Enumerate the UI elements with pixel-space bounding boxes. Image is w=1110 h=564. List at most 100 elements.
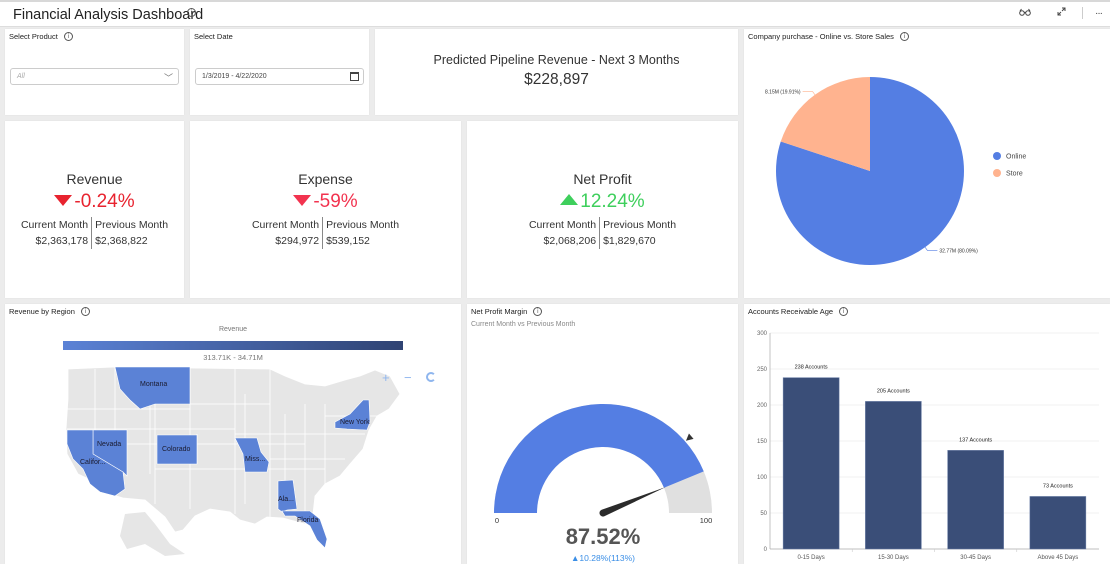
- date-range-input[interactable]: 1/3/2019 - 4/22/2020: [195, 68, 364, 85]
- bar-chart: 0 50 100 150 200 250 300 238 Accounts 0-15 Days…: [757, 331, 1099, 561]
- y-tick-label: 200: [757, 403, 768, 409]
- gauge-value-arc: [494, 404, 704, 513]
- expand-icon[interactable]: [1057, 7, 1066, 19]
- y-tick-label: 0: [764, 547, 768, 553]
- current-month-value: $2,068,206: [543, 235, 597, 247]
- kpi-change-value: 12.24%: [580, 191, 645, 212]
- kpi-title: Net Profit: [573, 171, 632, 187]
- gauge-needle: [599, 487, 666, 517]
- pie-label-leader: [924, 247, 938, 251]
- zoom-in-icon[interactable]: +: [382, 370, 390, 385]
- map-label-florida: Florida: [297, 517, 319, 524]
- bar-data-label: 205 Accounts: [877, 388, 910, 394]
- current-month-value: $294,972: [275, 235, 320, 247]
- pie-label-leader: [802, 91, 816, 95]
- map-label-alabama: Ala...: [278, 496, 294, 503]
- previous-month-value: $1,829,670: [603, 235, 656, 247]
- map-label-colorado: Colorado: [162, 446, 191, 453]
- map-label-montana: Montana: [140, 381, 167, 388]
- kpi-change-value: -0.24%: [74, 191, 135, 212]
- bar-data-label: 238 Accounts: [795, 365, 828, 371]
- date-range-value: 1/3/2019 - 4/22/2020: [202, 73, 267, 80]
- reset-icon[interactable]: [426, 372, 436, 382]
- select-product-panel: Select Product i All ﹀: [5, 29, 184, 115]
- glasses-icon[interactable]: [1019, 7, 1031, 19]
- alaska-shape: [120, 512, 185, 556]
- state-missouri: [234, 437, 270, 473]
- y-tick-label: 50: [760, 511, 767, 517]
- gauge-subtitle: Current Month vs Previous Month: [471, 321, 576, 328]
- map-label-new-york: New York: [340, 419, 370, 426]
- dashboard-title: Financial Analysis Dashboard: [13, 7, 204, 23]
- pie-data-label: 8.15M (19.91%): [765, 90, 801, 96]
- previous-month-value: $539,152: [326, 235, 370, 247]
- down-arrow-icon: [54, 195, 73, 206]
- map-panel: Revenue by Region i Revenue 313.71K - 34.…: [5, 304, 461, 564]
- select-date-label: Select Date: [194, 32, 233, 41]
- pipeline-panel: Predicted Pipeline Revenue - Next 3 Mont…: [375, 29, 738, 115]
- info-icon[interactable]: i: [839, 307, 849, 316]
- zoom-out-icon[interactable]: −: [404, 370, 412, 385]
- map-label-nevada: Nevada: [97, 441, 121, 448]
- kpi-comparison: Current Month $2,068,206 Previous Month $1…: [467, 217, 738, 249]
- state-new-york: [334, 399, 371, 431]
- previous-month-label: Previous Month: [603, 219, 677, 231]
- header-divider: [1082, 7, 1083, 19]
- product-dropdown[interactable]: All ﹀: [10, 68, 179, 85]
- select-product-label: Select Product: [9, 32, 58, 41]
- pie-chart-panel: Company purchase - Online vs. Store Sale…: [744, 29, 1110, 298]
- gauge-value-label: 87.52%: [566, 524, 641, 549]
- gauge-previous-marker: [685, 433, 694, 441]
- bar[interactable]: [865, 401, 922, 550]
- bar-data-label: 73 Accounts: [1043, 483, 1073, 489]
- down-arrow-icon: [293, 195, 312, 206]
- state-colorado: [156, 434, 198, 465]
- info-icon[interactable]: i: [80, 307, 90, 316]
- info-icon[interactable]: i: [533, 307, 543, 316]
- x-tick-label: Above 45 Days: [1038, 555, 1079, 561]
- select-date-panel: Select Date 1/3/2019 - 4/22/2020: [190, 29, 369, 115]
- previous-month-label: Previous Month: [326, 219, 400, 231]
- kpi-comparison: Current Month $2,363,178 Previous Month $2…: [5, 217, 184, 249]
- x-tick-label: 0-15 Days: [797, 555, 824, 561]
- previous-month-label: Previous Month: [95, 219, 169, 231]
- y-tick-label: 150: [757, 439, 768, 445]
- kpi-change: -0.24%: [5, 191, 184, 213]
- current-month-label: Current Month: [528, 219, 597, 231]
- gauge-delta-label: ▲10.28%(113%): [571, 553, 635, 563]
- legend-store-label[interactable]: Store: [1006, 171, 1023, 178]
- bar-chart-panel: Accounts Receivable Age i 0 50 100 150 200 250…: [744, 304, 1110, 564]
- dashboard-header: Financial Analysis Dashboard i ···: [0, 0, 1110, 27]
- y-tick-label: 250: [757, 367, 768, 373]
- bar[interactable]: [1029, 496, 1087, 550]
- legend-online-icon: [993, 152, 1001, 160]
- product-dropdown-value: All: [17, 73, 25, 80]
- state-montana: [114, 366, 191, 410]
- bar[interactable]: [782, 377, 840, 550]
- legend-store-icon: [993, 169, 1001, 177]
- info-icon[interactable]: i: [63, 32, 73, 41]
- up-arrow-icon: [560, 194, 579, 205]
- pie-chart-title: Company purchase - Online vs. Store Sale…: [748, 32, 894, 41]
- info-icon[interactable]: i: [899, 32, 909, 41]
- legend-online-label[interactable]: Online: [1006, 154, 1026, 161]
- bar[interactable]: [947, 450, 1004, 550]
- pipeline-title: Predicted Pipeline Revenue - Next 3 Mont…: [433, 53, 680, 67]
- kpi-comparison: Current Month $294,972 Previous Month $539…: [190, 217, 461, 249]
- y-tick-label: 100: [757, 475, 768, 481]
- info-icon[interactable]: i: [187, 8, 196, 17]
- pie-data-label: 32.77M (80.09%): [939, 248, 978, 254]
- y-tick-label: 300: [757, 331, 768, 337]
- state-alabama: [277, 479, 298, 513]
- gauge-panel: Net Profit Margin i Current Month vs Prev…: [467, 304, 738, 564]
- pie-slice-store[interactable]: [780, 77, 870, 171]
- kpi-card-net-profit: Net Profit 12.24% Current Month $2,068,20…: [467, 121, 738, 298]
- bar-data-label: 137 Accounts: [959, 437, 992, 443]
- kpi-title: Revenue: [66, 171, 123, 187]
- gauge-max-label: 100: [700, 516, 713, 525]
- calendar-icon[interactable]: [350, 72, 359, 81]
- gauge-min-label: 0: [495, 516, 499, 525]
- more-icon[interactable]: ···: [1095, 7, 1103, 19]
- gauge-title: Net Profit Margin: [471, 307, 528, 316]
- map-legend-title: Revenue: [218, 326, 248, 333]
